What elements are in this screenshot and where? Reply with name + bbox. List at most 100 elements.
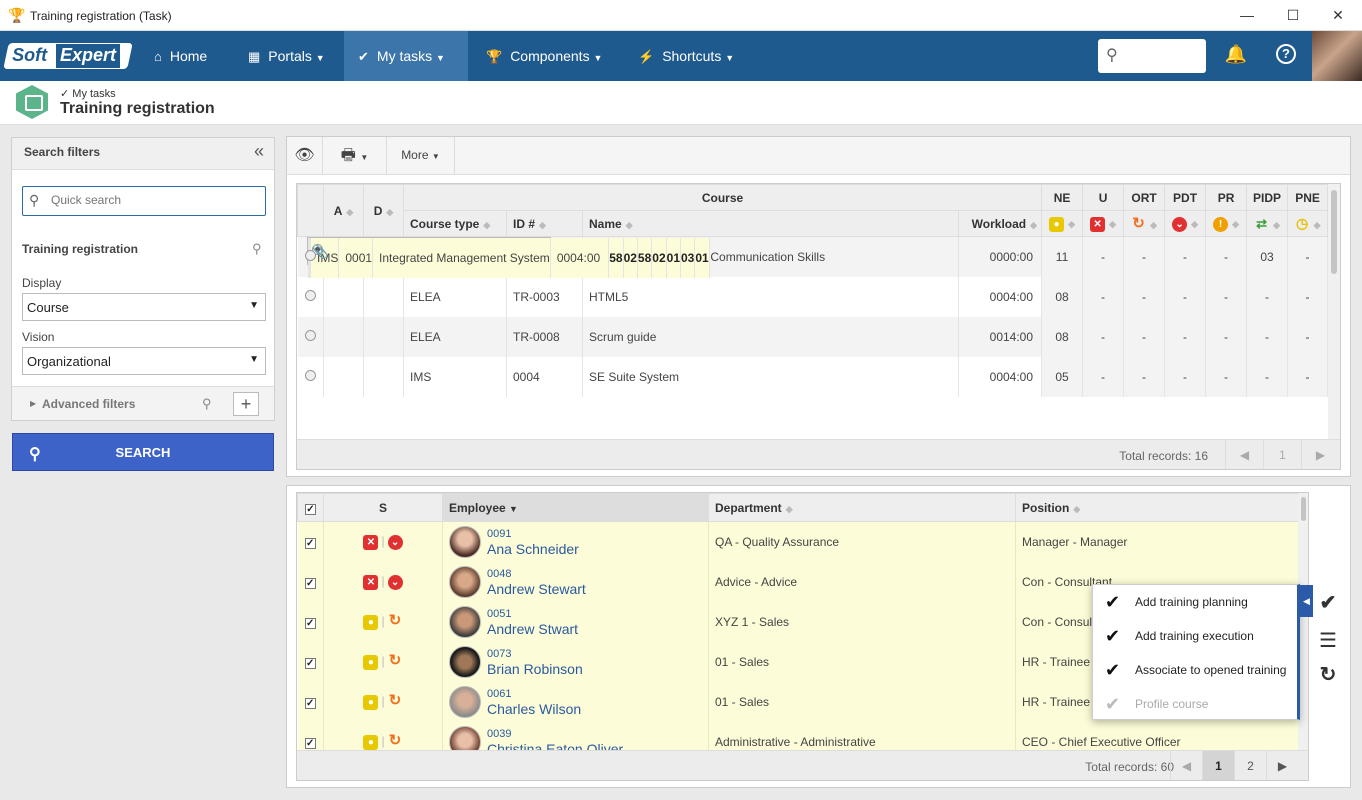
col-name-header[interactable]: Name ◆ xyxy=(582,210,959,237)
table-row[interactable]: IMS 0004 SE Suite System 0004:00 05 - - … xyxy=(297,357,1329,397)
cell-ort[interactable]: - xyxy=(1123,277,1166,317)
col-pr-header[interactable]: PR xyxy=(1205,184,1248,211)
quick-search-field[interactable] xyxy=(51,193,251,207)
row-checkbox[interactable]: ✓ xyxy=(297,641,324,682)
cell-ne[interactable]: 11 xyxy=(1041,237,1084,277)
next-page-button[interactable]: ▶ xyxy=(1301,440,1339,469)
row-radio[interactable] xyxy=(297,277,324,317)
row-checkbox[interactable]: ✓ xyxy=(297,561,324,602)
view-icon[interactable]: 👁 xyxy=(287,137,323,174)
col-pne-header[interactable]: PNE xyxy=(1287,184,1329,211)
cell-u[interactable]: - xyxy=(1082,277,1125,317)
check-action-icon[interactable]: ✔ xyxy=(1319,592,1337,614)
menu-item-add-training-execution[interactable]: ✔ Add training execution xyxy=(1093,619,1298,653)
softexpert-logo[interactable]: Soft Expert xyxy=(3,43,133,69)
refresh-icon[interactable]: ↻ xyxy=(1319,664,1337,686)
page-2-button[interactable]: 2 xyxy=(1234,751,1266,780)
col-pidp-header[interactable]: PIDP xyxy=(1246,184,1289,211)
add-filter-button[interactable]: + xyxy=(233,392,259,416)
page-1-button[interactable]: 1 xyxy=(1202,751,1234,780)
employee-name[interactable]: Andrew Stwart xyxy=(487,620,579,637)
col-department-header[interactable]: Department ◆ xyxy=(708,493,1016,522)
col-employee-header[interactable]: Employee ▼ xyxy=(442,493,709,522)
more-button[interactable]: More ▼ xyxy=(387,137,455,174)
list-icon[interactable]: ☰ xyxy=(1319,630,1337,652)
courses-scrollbar[interactable] xyxy=(1328,184,1340,439)
employee-cell[interactable]: 0091 Ana Schneider xyxy=(442,521,709,562)
nav-shortcuts[interactable]: ⚡ Shortcuts ▼ xyxy=(624,31,748,81)
col-course-type-header[interactable]: Course type ◆ xyxy=(403,210,507,237)
maximize-button[interactable]: ☐ xyxy=(1286,7,1300,23)
cell-pidp[interactable]: - xyxy=(1246,277,1289,317)
clear-advanced-icon[interactable]: ⚲ xyxy=(202,396,212,411)
search-button[interactable]: ⚲ SEARCH xyxy=(12,433,274,471)
col-id-header[interactable]: ID # ◆ xyxy=(506,210,583,237)
employee-name[interactable]: Ana Schneider xyxy=(487,540,579,557)
row-checkbox[interactable]: ✓ xyxy=(297,681,324,722)
nav-portals[interactable]: ▦ Portals ▼ xyxy=(234,31,339,81)
col-pdt-header[interactable]: PDT xyxy=(1164,184,1207,211)
advanced-filters-row[interactable]: ▶ Advanced filters ⚲ + xyxy=(12,386,274,420)
cell-pne[interactable]: - xyxy=(1287,237,1329,277)
cell-pdt[interactable]: - xyxy=(1164,237,1207,277)
cell-pr[interactable]: 01 xyxy=(666,238,682,278)
employee-cell[interactable]: 0073 Brian Robinson xyxy=(442,641,709,682)
vision-select[interactable]: Organizational ▼ xyxy=(22,347,266,375)
col-s-header[interactable]: S xyxy=(323,493,443,522)
nav-home[interactable]: ⌂ Home xyxy=(140,31,221,81)
page-number[interactable]: 1 xyxy=(1263,440,1301,469)
display-select[interactable]: Course ▼ xyxy=(22,293,266,321)
cell-ne[interactable]: 05 xyxy=(1041,357,1084,397)
next-page-button[interactable]: ▶ xyxy=(1266,751,1298,780)
cell-pidp[interactable]: 03 xyxy=(1246,237,1289,277)
row-radio[interactable] xyxy=(297,317,324,357)
col-workload-header[interactable]: Workload ◆ xyxy=(957,210,1043,237)
cell-u[interactable]: 02 xyxy=(623,238,638,278)
prev-page-button[interactable]: ◀ xyxy=(1170,751,1202,780)
cell-pr[interactable]: - xyxy=(1205,277,1248,317)
employee-name[interactable]: Charles Wilson xyxy=(487,700,582,717)
collapse-icon[interactable]: « xyxy=(253,141,264,161)
cell-pdt[interactable]: - xyxy=(1164,317,1207,357)
nav-my-tasks[interactable]: ✔ My tasks ▼ xyxy=(344,31,468,81)
col-ne-header[interactable]: NE xyxy=(1041,184,1084,211)
table-row[interactable]: ELEA TR-0008 Scrum guide 0014:00 08 - - … xyxy=(297,317,1329,357)
menu-item-associate-opened-training[interactable]: ✔ Associate to opened training xyxy=(1093,653,1298,687)
cell-u[interactable]: - xyxy=(1082,237,1125,277)
popup-collapse-tab[interactable]: ◀ xyxy=(1300,585,1313,617)
bell-icon[interactable]: 🔔 xyxy=(1224,44,1248,64)
table-row[interactable]: ELEA TR-0003 HTML5 0004:00 08 - - - - - … xyxy=(297,277,1329,317)
cell-ort[interactable]: 58 xyxy=(637,238,653,278)
row-radio[interactable] xyxy=(297,357,324,397)
cell-pr[interactable]: - xyxy=(1205,357,1248,397)
cell-ort[interactable]: - xyxy=(1123,317,1166,357)
breadcrumb[interactable]: ✓ My tasks xyxy=(60,88,116,100)
minimize-button[interactable]: — xyxy=(1240,7,1254,23)
cell-ne[interactable]: 58 xyxy=(608,238,624,278)
cell-ne[interactable]: 08 xyxy=(1041,317,1084,357)
col-d-header[interactable]: D ◆ xyxy=(363,184,404,237)
close-button[interactable]: ✕ xyxy=(1332,7,1344,23)
employees-scrollbar[interactable] xyxy=(1298,493,1308,750)
nav-components[interactable]: 🏆 Components ▼ xyxy=(472,31,616,81)
col-position-header[interactable]: Position ◆ xyxy=(1015,493,1300,522)
cell-pidp[interactable]: 03 xyxy=(680,238,696,278)
menu-item-add-training-planning[interactable]: ✔ Add training planning xyxy=(1093,585,1298,619)
employee-cell[interactable]: 0051 Andrew Stwart xyxy=(442,601,709,642)
help-icon[interactable]: ? xyxy=(1276,44,1296,64)
prev-page-button[interactable]: ◀ xyxy=(1225,440,1263,469)
col-u-header[interactable]: U xyxy=(1082,184,1125,211)
print-button[interactable]: 🖶 ▼ xyxy=(323,137,387,174)
cell-u[interactable]: - xyxy=(1082,317,1125,357)
cell-pne[interactable]: - xyxy=(1287,317,1329,357)
clear-filter-icon[interactable]: ⚲ xyxy=(252,241,262,256)
cell-ne[interactable]: 08 xyxy=(1041,277,1084,317)
employee-cell[interactable]: 0061 Charles Wilson xyxy=(442,681,709,722)
quick-search-input[interactable]: ⚲ xyxy=(22,186,266,216)
cell-pdt[interactable]: - xyxy=(1164,357,1207,397)
employee-cell[interactable]: 0048 Andrew Stewart xyxy=(442,561,709,602)
global-search-input[interactable]: ⚲ xyxy=(1098,39,1206,73)
col-ort-header[interactable]: ORT xyxy=(1123,184,1166,211)
cell-pdt[interactable]: 02 xyxy=(651,238,667,278)
cell-pidp[interactable]: - xyxy=(1246,357,1289,397)
